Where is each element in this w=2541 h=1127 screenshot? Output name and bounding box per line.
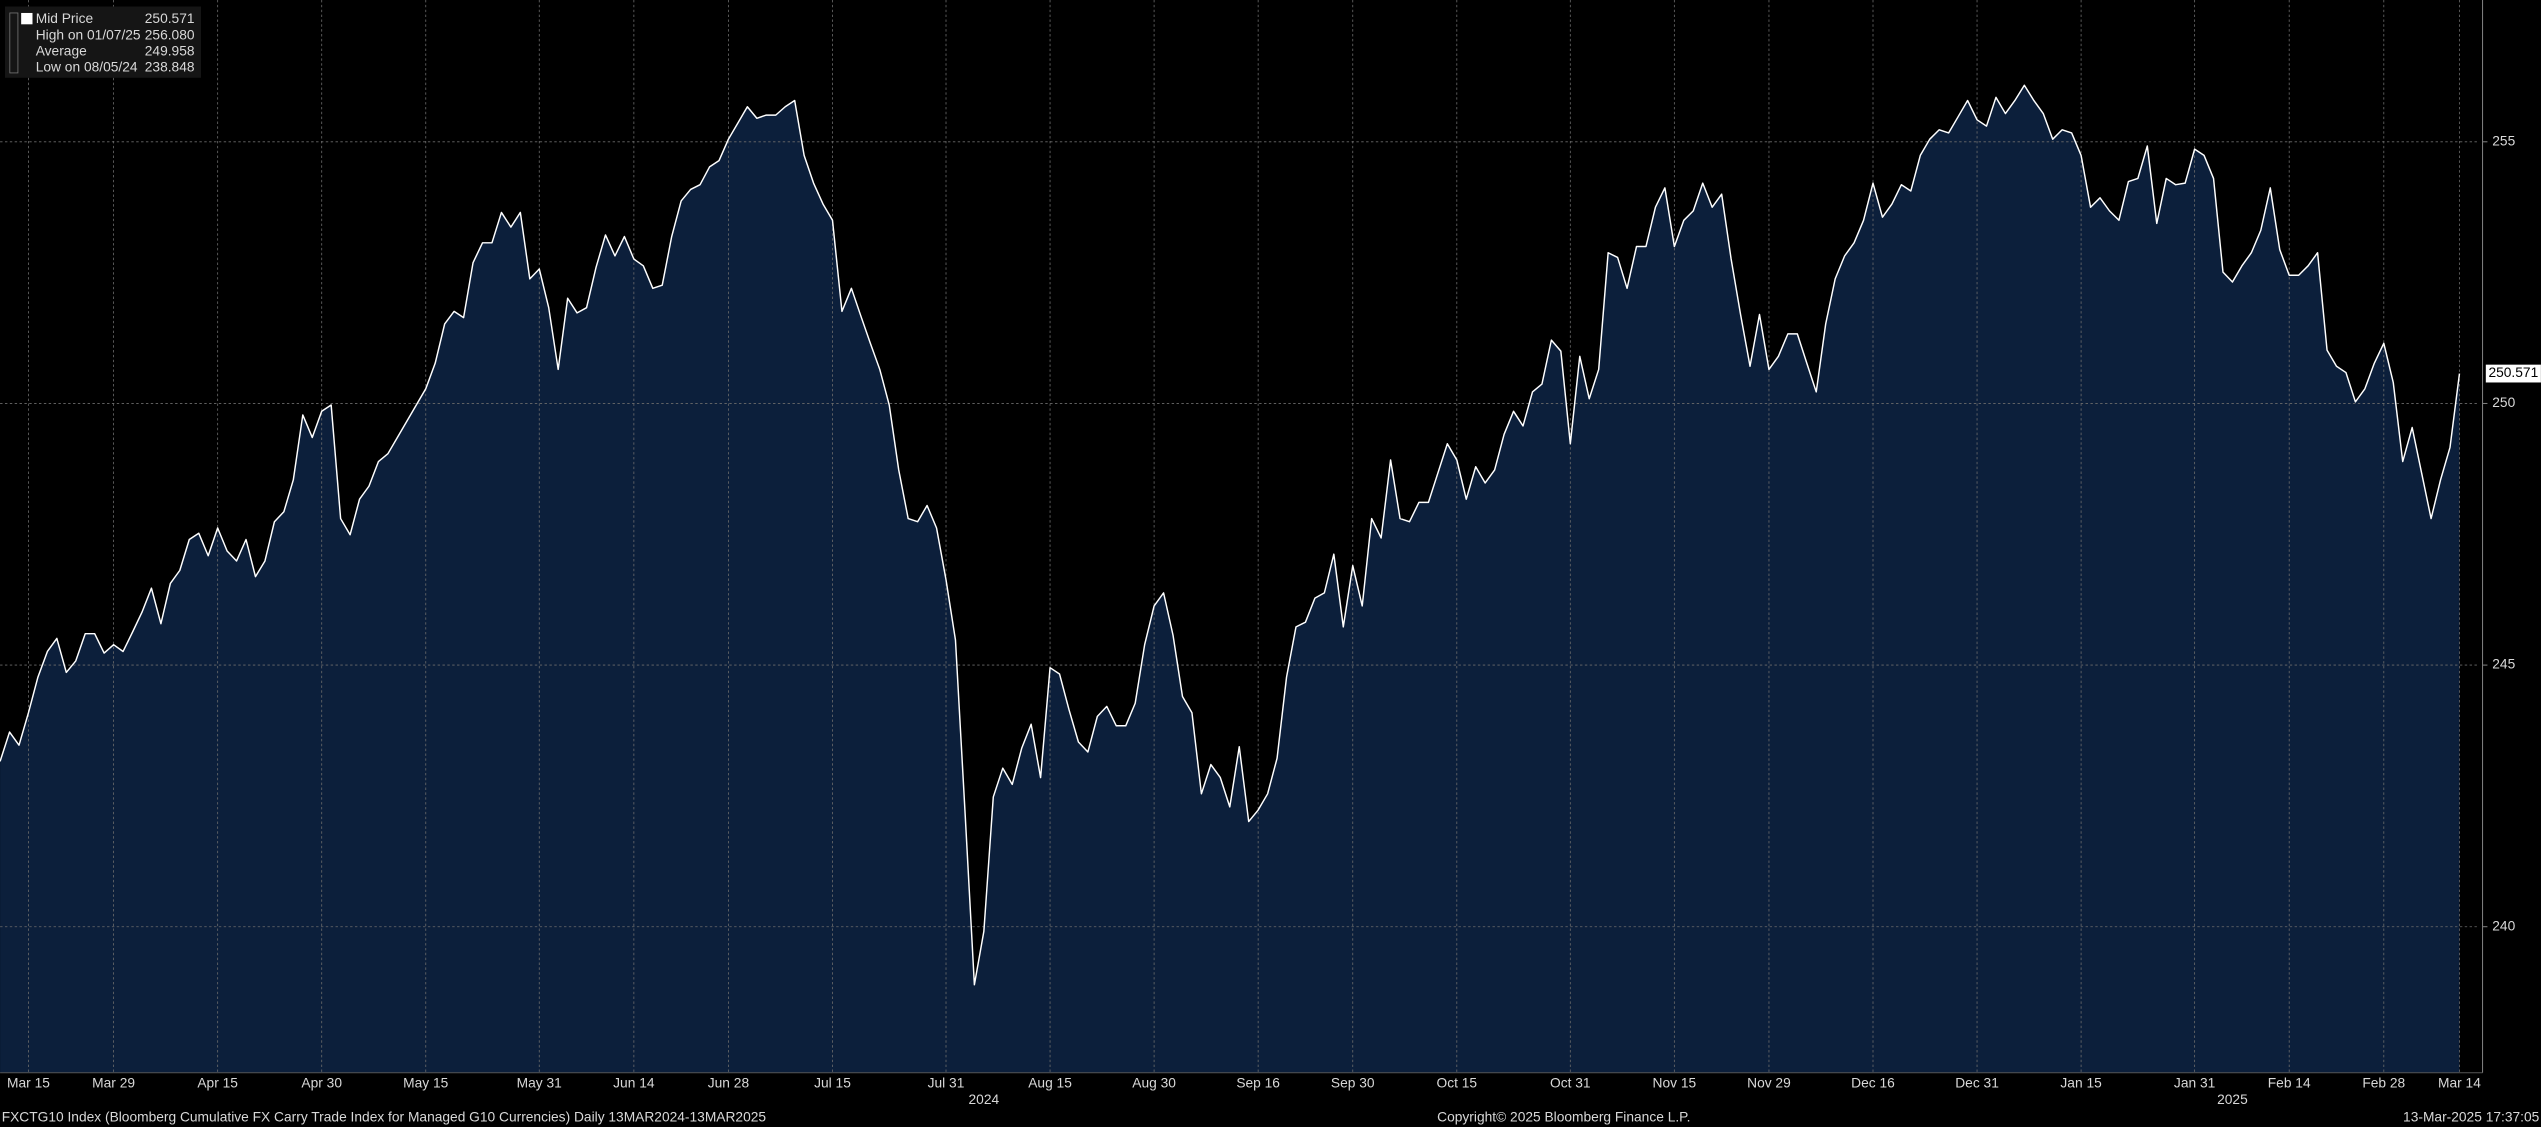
- x-tick-label: May 31: [517, 1076, 562, 1091]
- x-tick-label: Jan 15: [2060, 1076, 2102, 1091]
- y-tick-label: 255: [2492, 133, 2515, 148]
- footer-center: Copyright© 2025 Bloomberg Finance L.P.: [1437, 1110, 1690, 1125]
- legend-swatch: [21, 12, 33, 25]
- x-tick-label: Jan 31: [2174, 1076, 2215, 1091]
- y-tick-label: 250: [2492, 395, 2515, 410]
- x-tick-label: Oct 31: [1550, 1076, 1591, 1091]
- y-tick-label: 240: [2492, 918, 2515, 933]
- area-fill: [0, 85, 2460, 1073]
- legend-bracket: [9, 12, 19, 74]
- legend-label: Low on 08/05/24: [36, 60, 138, 75]
- x-tick-label: Feb 14: [2268, 1076, 2311, 1091]
- legend-value: 249.958: [145, 43, 195, 58]
- x-tick-label: Dec 16: [1851, 1076, 1895, 1091]
- x-tick-label: Nov 29: [1747, 1076, 1791, 1091]
- x-tick-label: Sep 30: [1331, 1076, 1375, 1091]
- x-tick-label: Mar 15: [7, 1076, 50, 1091]
- plot-area: [0, 0, 2480, 1073]
- legend-label: Average: [36, 43, 87, 58]
- y-tick-label: 245: [2492, 657, 2515, 672]
- last-value-box: [2485, 364, 2541, 383]
- x-tick-label: Jun 28: [708, 1076, 750, 1091]
- x-tick-label: Aug 15: [1028, 1076, 1072, 1091]
- footer-right: 13-Mar-2025 17:37:05: [2403, 1110, 2540, 1125]
- x-tick-label: Oct 15: [1437, 1076, 1478, 1091]
- legend: Mid Price 250.571 High on 01/07/25 256.0…: [4, 6, 202, 78]
- legend-label: High on 01/07/25: [36, 27, 141, 42]
- legend-value: 250.571: [145, 11, 195, 26]
- footer-left: FXCTG10 Index (Bloomberg Cumulative FX C…: [2, 1110, 767, 1125]
- price-line: [0, 84, 2461, 986]
- x-tick-label: Apr 15: [197, 1076, 238, 1091]
- x-tick-label: Jul 31: [928, 1076, 965, 1091]
- x-year-label: 2025: [2217, 1092, 2248, 1107]
- x-year-label: 2024: [969, 1092, 1000, 1107]
- x-tick-label: Jul 15: [814, 1076, 851, 1091]
- x-tick-label: Dec 31: [1955, 1076, 1999, 1091]
- last-value-label: 250.571: [2488, 365, 2538, 380]
- x-tick-label: Jun 14: [613, 1076, 655, 1091]
- x-tick-label: Mar 14: [2438, 1076, 2481, 1091]
- legend-label: Mid Price: [36, 11, 94, 26]
- x-tick-label: Feb 28: [2362, 1076, 2405, 1091]
- x-tick-label: Aug 30: [1132, 1076, 1176, 1091]
- legend-box: [4, 6, 202, 78]
- x-tick-label: Mar 29: [92, 1076, 135, 1091]
- legend-value: 256.080: [145, 27, 195, 42]
- x-tick-label: May 15: [403, 1076, 448, 1091]
- legend-value: 238.848: [145, 60, 195, 75]
- x-tick-label: Apr 30: [301, 1076, 342, 1091]
- x-tick-label: Nov 15: [1653, 1076, 1697, 1091]
- x-tick-label: Sep 16: [1236, 1076, 1280, 1091]
